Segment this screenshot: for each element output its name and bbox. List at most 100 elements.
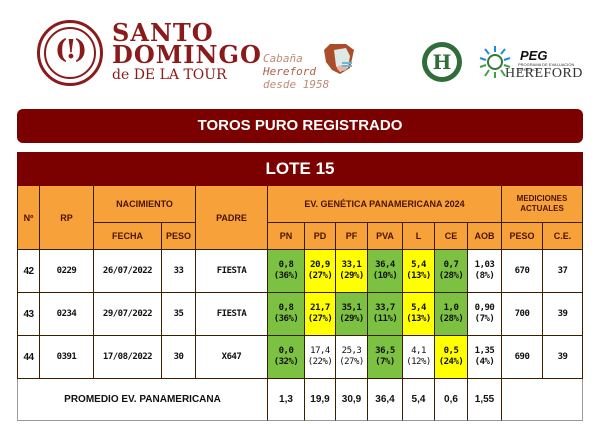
cell-pva: 36,4 (10%) [368, 250, 403, 293]
col-header-peso-nac: PESO [162, 223, 196, 250]
cell-pva: 36,5 (7%) [368, 336, 403, 379]
promedio-aob: 1,55 [468, 379, 502, 421]
cell-peso-actual: 670 [502, 250, 543, 293]
ce-pct: (28%) [438, 314, 464, 324]
pd-value: 17,4 [310, 346, 330, 356]
aob-value: 1,35 [474, 346, 495, 356]
col-header-rp: RP [40, 186, 94, 250]
cell-pn: 0,8 (36%) [268, 250, 305, 293]
cell-n: 44 [17, 336, 40, 379]
l-pct: (13%) [406, 271, 431, 281]
hereford-label: HEREFORD [505, 66, 583, 81]
logo-emblem-icon: (!) [54, 35, 87, 65]
pn-value: 0,8 [278, 260, 294, 270]
promedio-l: 5,4 [403, 379, 435, 421]
association-letter: H [427, 47, 457, 77]
ce-pct: (24%) [438, 357, 464, 367]
cell-peso: 30 [162, 336, 196, 379]
cell-rp: 0391 [40, 336, 94, 379]
promedio-pn: 1,3 [268, 379, 305, 421]
pva-value: 36,4 [375, 260, 395, 270]
logo-inner-ring [44, 27, 96, 79]
pn-value: 0,0 [278, 346, 294, 356]
promedio-ce: 0,6 [435, 379, 468, 421]
brand-line-1: SANTO [112, 18, 214, 47]
ce-value: 0,7 [443, 260, 459, 270]
lote-title: LOTE 15 [17, 152, 583, 186]
pva-pct: (7%) [375, 357, 395, 367]
brand-line-2: DOMINGO [112, 40, 262, 69]
cell-aob: 1,03 (8%) [468, 250, 502, 293]
cell-peso-actual: 700 [502, 293, 543, 336]
l-pct: (13%) [406, 314, 431, 324]
col-header-padre: PADRE [196, 186, 268, 250]
hereford-association-logo: H [422, 42, 462, 82]
cell-ce: 0,5 (24%) [435, 336, 468, 379]
cell-n: 42 [17, 250, 40, 293]
hereford-cow-icon [324, 44, 354, 74]
pf-value: 35,1 [341, 303, 362, 313]
santo-domingo-logo: (!) [37, 20, 103, 86]
cell-l: 4,1 (12%) [403, 336, 435, 379]
col-header-ce-actual: C.E. [543, 223, 583, 250]
cell-padre: FIESTA [196, 250, 268, 293]
col-header-peso-actual: PESO [502, 223, 543, 250]
cell-peso-actual: 690 [502, 336, 543, 379]
brand-line-3: de DE LA TOUR [112, 67, 227, 83]
pf-value: 33,1 [341, 260, 362, 270]
cell-pd: 21,7 (27%) [305, 293, 336, 336]
cell-fecha: 29/07/2022 [94, 293, 162, 336]
col-header-nacimiento: NACIMIENTO [94, 186, 196, 223]
cell-n: 43 [17, 293, 40, 336]
cell-ce-actual: 39 [543, 336, 583, 379]
peg-label: PEG [520, 48, 548, 63]
col-header-n: Nº [17, 186, 40, 250]
col-header-pn: PN [268, 223, 305, 250]
col-header-ev-genetica: EV. GENÉTICA PANAMERICANA 2024 [268, 186, 502, 223]
aob-value: 0,90 [474, 303, 495, 313]
pf-pct: (29%) [339, 271, 364, 281]
l-value: 5,4 [411, 260, 426, 270]
promedio-empty [502, 379, 583, 421]
l-pct: (12%) [406, 357, 431, 367]
promedio-pva: 36,4 [368, 379, 403, 421]
pva-pct: (10%) [372, 271, 398, 281]
aob-pct: (7%) [474, 314, 495, 324]
cabana-line-1: Cabaña [263, 52, 303, 65]
promedio-label: PROMEDIO EV. PANAMERICANA [17, 379, 268, 421]
cabana-hereford-tagline: Cabaña Hereford desde 1958 [263, 52, 329, 91]
col-header-aob: AOB [468, 223, 502, 250]
cell-pf: 35,1 (29%) [336, 293, 368, 336]
cell-ce: 0,7 (28%) [435, 250, 468, 293]
pd-pct: (27%) [307, 271, 333, 281]
pd-pct: (22%) [307, 357, 333, 367]
col-header-pd: PD [305, 223, 336, 250]
cell-aob: 1,35 (4%) [468, 336, 502, 379]
cell-pva: 33,7 (11%) [368, 293, 403, 336]
cell-pd: 20,9 (27%) [305, 250, 336, 293]
pf-value: 25,3 [341, 346, 362, 356]
pd-pct: (27%) [307, 314, 333, 324]
pn-pct: (36%) [273, 314, 299, 324]
l-value: 5,4 [411, 303, 426, 313]
cell-aob: 0,90 (7%) [468, 293, 502, 336]
cell-pn: 0,0 (32%) [268, 336, 305, 379]
peg-sun-icon [479, 46, 511, 78]
cell-fecha: 26/07/2022 [94, 250, 162, 293]
ce-pct: (28%) [438, 271, 464, 281]
cell-pf: 33,1 (29%) [336, 250, 368, 293]
pva-value: 33,7 [375, 303, 395, 313]
pd-value: 21,7 [310, 303, 330, 313]
promedio-pf: 30,9 [336, 379, 368, 421]
peg-subtitle: PROGRAMA DE EVALUACION GENETICA [518, 62, 575, 72]
cell-pd: 17,4 (22%) [305, 336, 336, 379]
cell-l: 5,4 (13%) [403, 293, 435, 336]
pf-pct: (29%) [339, 314, 364, 324]
col-header-pf: PF [336, 223, 368, 250]
col-header-ce: CE [435, 223, 468, 250]
pn-pct: (32%) [273, 357, 299, 367]
pf-pct: (27%) [339, 357, 364, 367]
cell-ce-actual: 39 [543, 293, 583, 336]
ce-value: 0,5 [443, 346, 459, 356]
promedio-pd: 19,9 [305, 379, 336, 421]
